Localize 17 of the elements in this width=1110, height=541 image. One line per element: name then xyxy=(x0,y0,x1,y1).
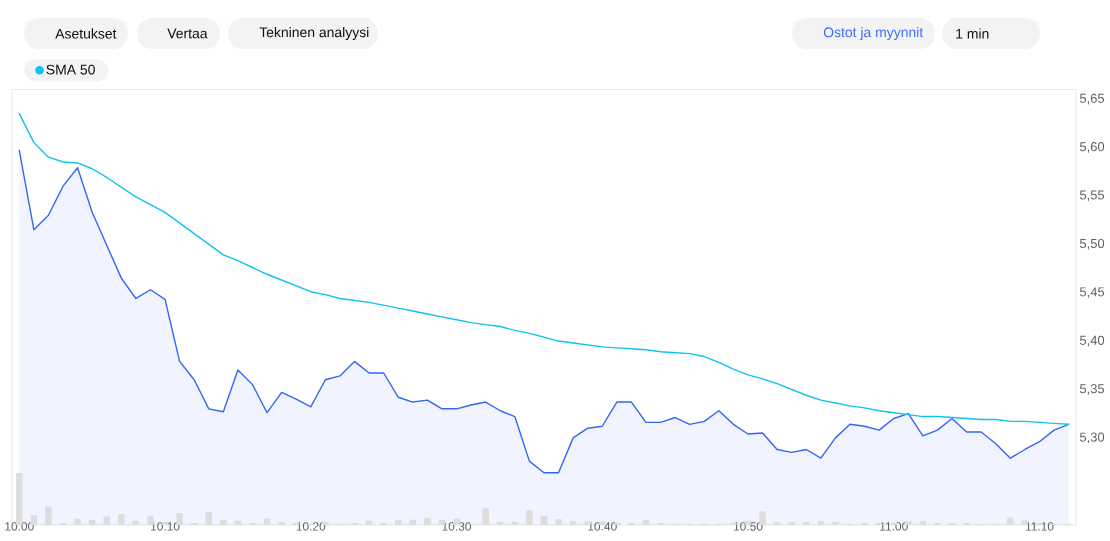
text: 1 min xyxy=(956,28,989,39)
y-tick-label: 5,55 xyxy=(1079,190,1105,202)
text: Asetukset xyxy=(55,28,117,39)
y-tick-label: 5,65 xyxy=(1079,93,1105,105)
x-tick-label: 10.00 xyxy=(5,522,34,531)
y-tick-label: 5,45 xyxy=(1079,287,1105,298)
y-tick-label: 5,30 xyxy=(1079,432,1105,444)
text: Tekninen analyysi xyxy=(259,26,369,40)
y-tick-label: 5,40 xyxy=(1079,335,1105,347)
y-tick-label: 5,35 xyxy=(1079,384,1105,395)
text: Vertaa xyxy=(167,28,208,39)
legend-label: SMA 50 xyxy=(46,64,95,75)
y-tick-label: 5,50 xyxy=(1079,238,1105,250)
x-tick-label: 11.10 xyxy=(1025,522,1054,531)
text: Ostot ja myynnit xyxy=(823,26,924,40)
y-tick-label: 5,60 xyxy=(1079,142,1105,153)
x-tick-label: 10.30 xyxy=(442,522,472,531)
